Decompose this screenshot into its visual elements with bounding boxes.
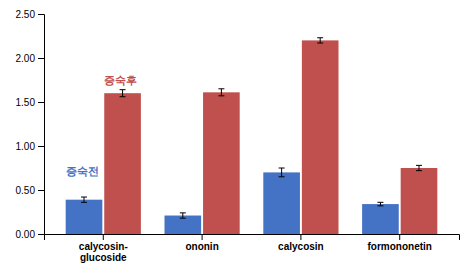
axis-line xyxy=(45,235,460,241)
error-bar xyxy=(317,38,323,43)
error-bar xyxy=(81,197,87,202)
tick-label: calycosin xyxy=(278,241,324,252)
tick-mark xyxy=(38,146,44,147)
tick-label: ononin xyxy=(185,241,218,252)
tick-label-line: ononin xyxy=(185,241,218,252)
error-bar xyxy=(377,202,383,206)
chart-container: 0.00 0.50 1.00 1.50 2.00 2.50 calycosin-glucos… xyxy=(0,0,471,270)
tick: 1.00 xyxy=(16,141,44,152)
error-bar xyxy=(218,89,224,96)
tick-mark xyxy=(202,234,203,240)
tick: ononin xyxy=(185,234,218,252)
tick: 1.50 xyxy=(16,97,44,108)
error-bar xyxy=(416,165,422,170)
tick: 2.00 xyxy=(16,53,44,64)
error-bar xyxy=(180,213,186,218)
tick-label: 2.00 xyxy=(16,53,36,64)
tick-label: 0.00 xyxy=(16,229,36,240)
tick-label: 1.00 xyxy=(16,141,36,152)
tick: calycosin-glucoside xyxy=(79,234,128,263)
tick-label-line: glucoside xyxy=(80,252,127,263)
tick: calycosin xyxy=(278,234,324,252)
tick-mark xyxy=(38,14,44,15)
error-bar xyxy=(279,168,285,177)
series xyxy=(104,38,437,234)
tick-label: 2.50 xyxy=(16,9,36,20)
marks xyxy=(66,38,438,234)
plot: 0.00 0.50 1.00 1.50 2.00 2.50 calycosin-glucos… xyxy=(16,9,460,263)
tick-label: 0.50 xyxy=(16,185,36,196)
annotations: 증숙전 증숙후 xyxy=(66,74,138,178)
bar xyxy=(66,200,103,234)
tick-mark xyxy=(38,58,44,59)
bar xyxy=(401,168,438,234)
tick: 0.50 xyxy=(16,185,44,196)
chart: 0.00 0.50 1.00 1.50 2.00 2.50 calycosin-glucos… xyxy=(0,0,471,270)
tick-mark xyxy=(399,234,400,240)
tick: 2.50 xyxy=(16,9,44,20)
tick-mark xyxy=(38,190,44,191)
bar xyxy=(203,92,240,234)
tick-label: formononetin xyxy=(367,241,431,252)
tick: 0.00 xyxy=(16,229,44,240)
tick-mark xyxy=(103,234,104,240)
tick-mark xyxy=(38,234,44,235)
series-label: 증숙후 xyxy=(104,74,137,87)
error-bar xyxy=(120,90,126,97)
tick-label: 1.50 xyxy=(16,97,36,108)
tick-mark xyxy=(38,102,44,103)
bar xyxy=(263,172,300,234)
tick-label-line: calycosin- xyxy=(79,241,128,252)
tick-label: calycosin-glucoside xyxy=(79,241,128,263)
bar xyxy=(362,204,399,234)
y-axis: 0.00 0.50 1.00 1.50 2.00 2.50 xyxy=(16,9,45,240)
tick-mark xyxy=(300,234,301,240)
axis-line xyxy=(38,15,45,235)
tick-label-line: formononetin xyxy=(367,241,431,252)
series-label: 증숙전 xyxy=(66,165,99,178)
x-axis: calycosin-glucoside ononin calycosin formon… xyxy=(45,234,460,263)
bar xyxy=(104,93,141,234)
tick: formononetin xyxy=(367,234,431,252)
tick-label-line: calycosin xyxy=(278,241,324,252)
bar xyxy=(302,40,339,234)
